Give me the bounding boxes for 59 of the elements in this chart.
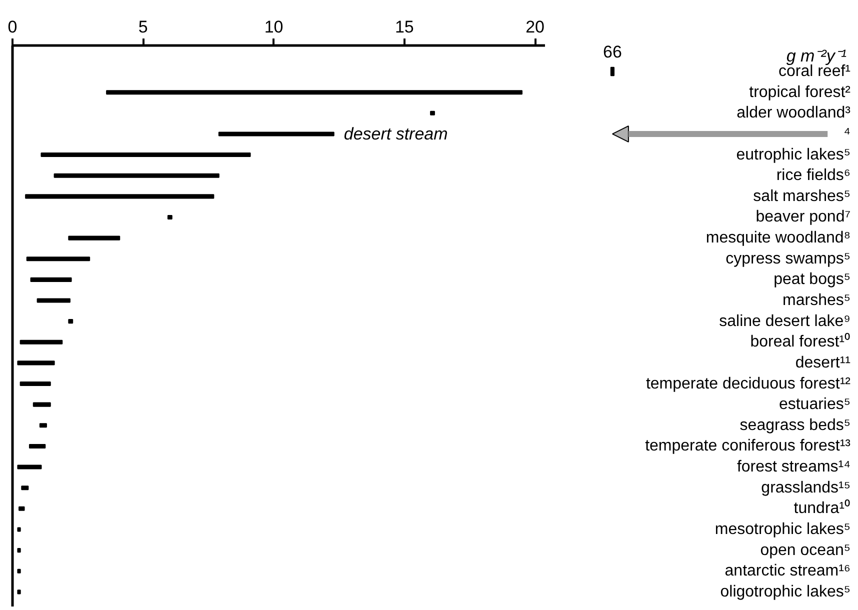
category-label: forest streams¹⁴: [736, 458, 851, 476]
category-label: desert¹¹: [795, 354, 850, 372]
bar: [39, 423, 47, 428]
bar: [218, 132, 334, 136]
category-label: alder woodland³: [736, 104, 852, 122]
bar: [18, 506, 25, 511]
category-label: marshes⁵: [782, 292, 850, 309]
category-label: saline desert lake⁹: [719, 312, 851, 330]
category-label: seagrass beds⁵: [740, 416, 851, 434]
bar: [40, 152, 251, 158]
bar: [430, 110, 435, 116]
bar: [17, 548, 21, 553]
x-tick-label: 20: [526, 18, 545, 36]
bar: [17, 590, 21, 594]
category-label: boreal forest¹⁰: [750, 332, 850, 351]
bar: [20, 340, 63, 344]
category-label: rice fields⁶: [776, 167, 851, 184]
category-label: cypress swamps⁵: [726, 250, 851, 268]
bar: [17, 527, 21, 532]
bar: [17, 568, 21, 574]
category-label: grasslands¹⁵: [761, 479, 851, 496]
data-label: 66: [602, 42, 622, 62]
category-label: open ocean⁵: [760, 542, 850, 559]
x-tick-label: 5: [138, 18, 148, 36]
category-label: ⁴: [844, 125, 851, 142]
bar: [17, 360, 55, 366]
category-label: antarctic stream¹⁶: [724, 562, 851, 580]
bar: [17, 464, 42, 470]
bar: [68, 236, 120, 240]
category-label: temperate deciduous forest¹²: [646, 375, 852, 392]
category-label: salt marshes⁵: [753, 188, 850, 205]
category-label: tropical forest²: [749, 84, 852, 101]
bar: [26, 256, 90, 262]
annotation: desert stream: [344, 124, 448, 144]
category-label: estuaries⁵: [778, 396, 851, 414]
bar: [30, 277, 72, 282]
category-label: peat bogs⁵: [774, 271, 851, 288]
bar: [21, 486, 29, 490]
category-label: mesotrophic lakes⁵: [714, 520, 850, 538]
bar: [106, 90, 522, 95]
text: g m⁻²y⁻¹: [786, 46, 847, 66]
category-label: mesquite woodland⁸: [706, 230, 851, 247]
bar: [54, 173, 220, 178]
bar: [32, 402, 51, 407]
x-tick-label: 15: [394, 18, 414, 36]
bar: [28, 444, 46, 448]
x-tick-label: 0: [8, 18, 18, 36]
category-label: coral reef¹: [778, 63, 851, 80]
bar: [68, 319, 74, 324]
category-label: eutrophic lakes⁵: [736, 146, 850, 164]
category-label: oligotrophic lakes⁵: [720, 583, 851, 600]
bar: [36, 298, 70, 303]
category-label: beaver pond⁷: [756, 208, 851, 226]
category-label: temperate coniferous forest¹³: [645, 438, 852, 455]
bar: [167, 214, 172, 220]
bar: [25, 194, 214, 199]
bar: [20, 381, 51, 386]
x-tick-label: 10: [264, 18, 284, 36]
category-label: tundra¹⁰: [794, 499, 851, 518]
